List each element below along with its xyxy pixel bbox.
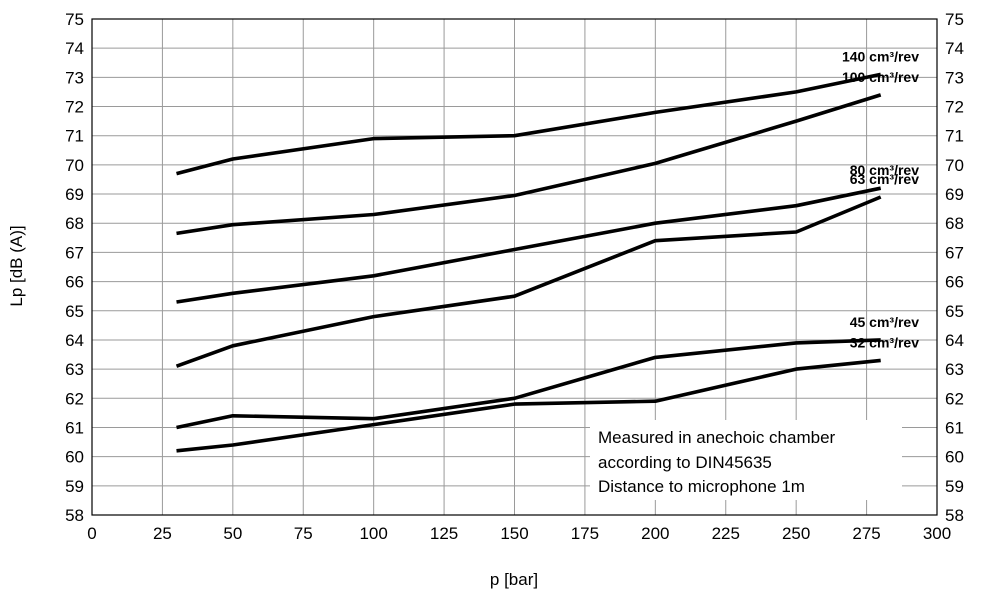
- x-tick-label: 275: [852, 524, 880, 543]
- x-tick-label: 50: [223, 524, 242, 543]
- y-tick-label-right: 69: [945, 185, 964, 204]
- y-tick-label-left: 72: [65, 98, 84, 117]
- y-tick-label-left: 60: [65, 448, 84, 467]
- series-label: 63 cm³/rev: [850, 171, 919, 187]
- y-tick-label-right: 75: [945, 10, 964, 29]
- x-tick-label: 300: [923, 524, 951, 543]
- x-tick-label: 125: [430, 524, 458, 543]
- y-tick-label-left: 75: [65, 10, 84, 29]
- series-line: [176, 186, 882, 304]
- y-tick-label-right: 67: [945, 243, 964, 262]
- annotation-background: [590, 420, 902, 500]
- y-tick-label-right: 58: [945, 506, 964, 525]
- y-tick-label-left: 67: [65, 243, 84, 262]
- x-tick-label: 250: [782, 524, 810, 543]
- series-label: 32 cm³/rev: [850, 334, 919, 350]
- y-tick-label-right: 72: [945, 98, 964, 117]
- annotation-line-3: Distance to microphone 1m: [598, 477, 805, 496]
- x-tick-label: 175: [571, 524, 599, 543]
- y-tick-label-right: 63: [945, 360, 964, 379]
- y-tick-label-right: 62: [945, 389, 964, 408]
- series-line: [176, 338, 881, 430]
- series-lines: [175, 72, 882, 453]
- y-tick-label-right: 59: [945, 477, 964, 496]
- x-tick-label: 200: [641, 524, 669, 543]
- y-tick-label-left: 63: [65, 360, 84, 379]
- series-label: 100 cm³/rev: [842, 69, 919, 85]
- series-label: 45 cm³/rev: [850, 314, 919, 330]
- y-tick-label-left: 62: [65, 389, 84, 408]
- y-tick-label-right: 64: [945, 331, 964, 350]
- x-tick-label: 75: [294, 524, 313, 543]
- x-tick-label: 100: [359, 524, 387, 543]
- y-tick-label-left: 73: [65, 68, 84, 87]
- x-axis-label: p [bar]: [490, 570, 538, 589]
- y-tick-label-left: 65: [65, 302, 84, 321]
- series-line: [175, 195, 882, 368]
- y-tick-label-left: 70: [65, 156, 84, 175]
- series-line: [176, 358, 881, 453]
- y-tick-label-left: 68: [65, 214, 84, 233]
- plot-frame: [91, 18, 938, 516]
- series-label: 140 cm³/rev: [842, 48, 919, 64]
- y-tick-label-right: 68: [945, 214, 964, 233]
- y-tick-label-left: 74: [65, 39, 84, 58]
- y-axis-label: Lp [dB (A)]: [7, 225, 26, 306]
- y-tick-label-left: 58: [65, 506, 84, 525]
- y-tick-label-left: 69: [65, 185, 84, 204]
- y-tick-label-right: 70: [945, 156, 964, 175]
- annotation-line-2: according to DIN45635: [598, 453, 772, 472]
- x-tick-label: 25: [153, 524, 172, 543]
- series-line: [176, 72, 882, 176]
- y-tick-label-left: 59: [65, 477, 84, 496]
- y-tick-label-left: 66: [65, 273, 84, 292]
- y-tick-label-right: 66: [945, 273, 964, 292]
- x-tick-label: 0: [87, 524, 96, 543]
- series-line: [176, 93, 882, 236]
- y-tick-label-right: 74: [945, 39, 964, 58]
- y-tick-label-right: 71: [945, 127, 964, 146]
- y-tick-label-right: 60: [945, 448, 964, 467]
- x-tick-label: 225: [712, 524, 740, 543]
- y-tick-label-right: 61: [945, 418, 964, 437]
- y-tick-label-right: 65: [945, 302, 964, 321]
- annotation-line-1: Measured in anechoic chamber: [598, 428, 836, 447]
- x-tick-label: 150: [500, 524, 528, 543]
- y-tick-label-left: 61: [65, 418, 84, 437]
- y-tick-label-left: 64: [65, 331, 84, 350]
- series-label: 80 cm³/rev: [850, 162, 919, 178]
- y-tick-label-right: 73: [945, 68, 964, 87]
- y-tick-label-left: 71: [65, 127, 84, 146]
